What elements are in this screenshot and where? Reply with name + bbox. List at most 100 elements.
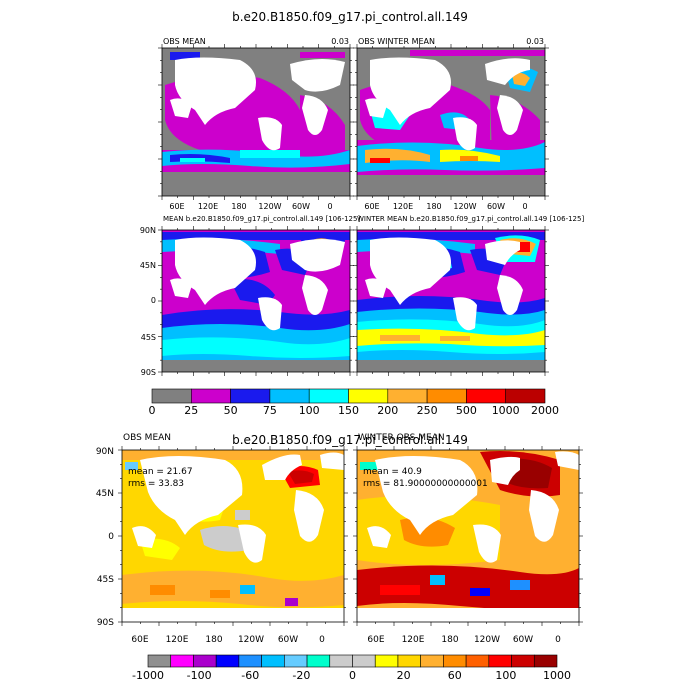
tick-label-lon: 180 <box>205 635 222 645</box>
colorbar-swatch <box>397 654 421 668</box>
colorbar-swatch <box>170 654 194 668</box>
colorbar-label: 250 <box>417 404 438 417</box>
colorbar-swatch <box>533 654 558 668</box>
colorbar-swatch <box>238 654 262 668</box>
map-panel-model-mean <box>161 229 351 373</box>
tick-label-lat: 45N <box>96 489 114 499</box>
colorbar-swatch <box>387 388 428 404</box>
stat-mean: mean = 40.9 <box>363 467 422 477</box>
panel-title-model-winter-mean: WINTER MEAN b.e20.B1850.f09_g17.pi_contr… <box>357 215 584 223</box>
tick-label-lon: 60W <box>487 202 505 211</box>
colorbar-swatch <box>284 654 308 668</box>
colorbar-label: 1000 <box>492 404 520 417</box>
tick-label-lon: 120W <box>474 635 500 645</box>
tick-label-lon: 60E <box>367 635 384 645</box>
colorbar-label: 1000 <box>543 669 571 682</box>
top-lon-axis-labels: 60E 120E 180 120W 60W 0 60E 120E 180 120… <box>169 202 527 211</box>
tick-label-lon: 180 <box>231 202 246 211</box>
tick-label-lon: 120W <box>258 202 281 211</box>
colorbar-swatch <box>505 388 546 404</box>
stat-rms: rms = 33.83 <box>128 479 184 489</box>
tick-label-lat: 45S <box>141 333 156 342</box>
colorbar-label: -60 <box>241 669 259 682</box>
colorbar-swatch <box>374 654 399 668</box>
colorbar-label: 2000 <box>531 404 559 417</box>
colorbar-swatch <box>426 388 467 404</box>
colorbar-swatch <box>443 654 467 668</box>
top-lat-axis-labels: 90N 45N 0 45S 90S <box>140 226 156 377</box>
tick-label-lon: 60W <box>278 635 298 645</box>
colorbar-swatch <box>151 388 192 404</box>
axis-ticks <box>118 44 583 626</box>
colorbar-label: 50 <box>224 404 238 417</box>
colorbar-label: 75 <box>263 404 277 417</box>
panel-title-winter-obs-mean-diff: WINTER OBS MEAN <box>358 433 445 443</box>
colorbar-label: -20 <box>292 669 310 682</box>
panel-value-obs-mean: 0.03 <box>331 37 349 46</box>
colorbar-label: 0 <box>149 404 156 417</box>
colorbar-label: 60 <box>448 669 462 682</box>
colorbar-label: 100 <box>299 404 320 417</box>
colorbar-swatch <box>352 654 376 668</box>
map-panel-winter-obs-mean-diff: mean = 40.9 rms = 81.90000000000001 <box>356 449 580 623</box>
colorbar-label: -1000 <box>132 669 164 682</box>
panel-title-obs-mean: OBS MEAN <box>163 37 206 46</box>
tick-label-lon: 60E <box>364 202 379 211</box>
tick-label-lat: 0 <box>108 532 114 542</box>
tick-label-lat: 90S <box>97 618 114 628</box>
colorbar-swatch <box>261 654 285 668</box>
tick-label-lon: 0 <box>522 202 527 211</box>
tick-label-lon: 120W <box>238 635 264 645</box>
stat-rms: rms = 81.90000000000001 <box>363 479 488 489</box>
map-panel-obs-mean-diff: mean = 21.67 rms = 33.83 <box>121 449 345 623</box>
map-panel-model-winter-mean <box>356 229 546 373</box>
colorbar-swatch <box>191 388 231 404</box>
tick-label-lat: 90S <box>141 368 156 377</box>
tick-label-lon: 120E <box>402 635 425 645</box>
tick-label-lon: 120E <box>166 635 189 645</box>
tick-label-lon: 60E <box>169 202 184 211</box>
colorbar-label: 100 <box>495 669 516 682</box>
map-panel-obs-winter-mean <box>356 47 546 197</box>
tick-label-lat: 0 <box>151 296 156 305</box>
colorbar-label: 20 <box>397 669 411 682</box>
colorbar-bottom: -1000 -100 -60 -20 0 20 60 100 1000 <box>132 654 571 682</box>
tick-label-lon: 120W <box>453 202 476 211</box>
panel-value-obs-winter-mean: 0.03 <box>526 37 544 46</box>
colorbar-label: -100 <box>187 669 212 682</box>
tick-label-lat: 45S <box>97 575 114 585</box>
map-panel-obs-mean <box>161 47 351 197</box>
colorbar-swatch <box>329 654 353 668</box>
colorbar-swatch <box>466 388 506 404</box>
tick-label-lon: 0 <box>319 635 325 645</box>
colorbar-swatch <box>147 654 172 668</box>
panel-title-obs-winter-mean: OBS WINTER MEAN <box>358 37 435 46</box>
colorbar-swatch <box>308 388 349 404</box>
tick-label-lat: 90N <box>96 447 114 457</box>
colorbar-label: 500 <box>456 404 477 417</box>
bottom-lat-axis-labels: 90N 45N 0 45S 90S <box>96 447 114 628</box>
colorbar-label: 150 <box>338 404 359 417</box>
panel-title-model-mean: MEAN b.e20.B1850.f09_g17.pi_control.all.… <box>163 215 360 223</box>
colorbar-swatch <box>306 654 331 668</box>
colorbar-swatch <box>215 654 240 668</box>
colorbar-swatch <box>420 654 444 668</box>
colorbar-label: 200 <box>377 404 398 417</box>
tick-label-lat: 45N <box>140 261 156 270</box>
colorbar-top: 0 25 50 75 100 150 200 250 500 1000 2000 <box>149 388 559 417</box>
panel-title-obs-mean-diff: OBS MEAN <box>123 433 171 443</box>
colorbar-swatch <box>465 654 490 668</box>
tick-label-lon: 60E <box>131 635 148 645</box>
tick-label-lon: 0 <box>327 202 332 211</box>
colorbar-label: 25 <box>184 404 198 417</box>
tick-label-lon: 60W <box>292 202 310 211</box>
colorbar-swatch <box>511 654 535 668</box>
tick-label-lon: 180 <box>426 202 441 211</box>
stat-mean: mean = 21.67 <box>128 467 193 477</box>
colorbar-label: 0 <box>349 669 356 682</box>
figure-title-bottom: b.e20.B1850.f09_g17.pi_control.all.149 <box>232 433 468 447</box>
tick-label-lon: 60W <box>513 635 533 645</box>
figure-title-top: b.e20.B1850.f09_g17.pi_control.all.149 <box>232 10 468 24</box>
tick-label-lon: 120E <box>198 202 218 211</box>
